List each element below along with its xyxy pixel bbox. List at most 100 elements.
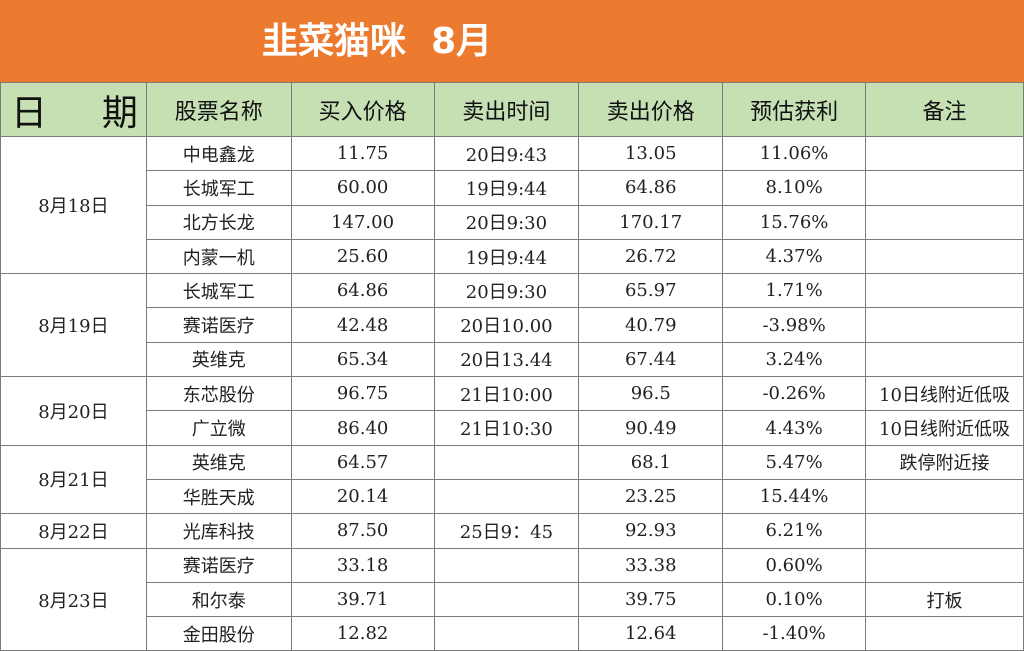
table-row: 8月18日 中电鑫龙 11.75 20日9:43 13.05 11.06%: [0, 135, 1024, 275]
header-buy-price: 买入价格: [290, 82, 435, 137]
profit-cell: 1.71%: [722, 273, 867, 309]
sell-time-cell: 20日9:30: [433, 273, 580, 309]
sell-price-cell: 90.49: [578, 410, 724, 446]
sell-time-cell: 20日10.00: [433, 307, 580, 343]
table-row: 英维克 65.34 20日13.44 67.44 3.24%: [1, 341, 1024, 378]
sell-price-cell: 33.38: [578, 547, 724, 583]
note-cell: [865, 204, 1024, 240]
buy-price-cell: 96.75: [290, 376, 435, 412]
buy-price-cell: 64.86: [290, 273, 435, 309]
sell-time-cell: 20日9:43: [433, 135, 580, 172]
date-cell: 8月21日: [0, 444, 147, 515]
stock-name-cell: 金田股份: [145, 616, 292, 651]
trade-table: 日期 股票名称 买入价格 卖出时间 卖出价格 预估获利 备注 8月18日 中电鑫龙…: [0, 82, 1024, 651]
profit-cell: 8.10%: [722, 170, 867, 206]
sell-time-cell: [433, 616, 580, 651]
note-cell: [865, 616, 1024, 651]
sell-time-cell: [433, 581, 580, 618]
stock-name-cell: 长城军工: [145, 170, 292, 206]
sell-price-cell: 170.17: [578, 204, 724, 240]
sell-price-cell: 40.79: [578, 307, 724, 343]
sell-time-cell: 21日10:00: [433, 376, 580, 412]
table-row: 赛诺医疗 42.48 20日10.00 40.79 -3.98%: [1, 307, 1024, 343]
title-bar: 韭菜猫咪 8月: [0, 0, 1024, 82]
stock-name-cell: 英维克: [145, 341, 292, 378]
sell-time-cell: [433, 547, 580, 583]
sell-price-cell: 68.1: [578, 444, 724, 480]
note-cell: [865, 341, 1024, 378]
buy-price-cell: 42.48: [290, 307, 435, 343]
profit-cell: -1.40%: [722, 616, 867, 651]
header-note: 备注: [865, 82, 1024, 137]
profit-cell: 11.06%: [722, 135, 867, 172]
header-est-profit: 预估获利: [722, 82, 867, 137]
table-row: 和尔泰 39.71 39.75 0.10% 打板: [1, 581, 1024, 618]
profit-cell: 4.43%: [722, 410, 867, 446]
table-row: 长城军工 60.00 19日9:44 64.86 8.10%: [1, 170, 1024, 206]
profit-cell: 0.60%: [722, 547, 867, 583]
buy-price-cell: 25.60: [290, 238, 435, 275]
date-cell: 8月22日: [0, 513, 147, 549]
date-cell: 8月18日: [0, 135, 147, 275]
sell-time-cell: 20日13.44: [433, 341, 580, 378]
buy-price-cell: 12.82: [290, 616, 435, 651]
profit-cell: 15.44%: [722, 478, 867, 515]
table-row: 华胜天成 20.14 23.25 15.44%: [1, 478, 1024, 515]
sell-time-cell: 21日10:30: [433, 410, 580, 446]
note-cell: [865, 513, 1024, 549]
buy-price-cell: 60.00: [290, 170, 435, 206]
sell-time-cell: 19日9:44: [433, 170, 580, 206]
table-row: 内蒙一机 25.60 19日9:44 26.72 4.37%: [1, 238, 1024, 275]
profit-cell: 15.76%: [722, 204, 867, 240]
sell-price-cell: 23.25: [578, 478, 724, 515]
stock-name-cell: 赛诺医疗: [145, 547, 292, 583]
note-cell: [865, 307, 1024, 343]
table-row: 广立微 86.40 21日10:30 90.49 4.43% 10日线附近低吸: [1, 410, 1024, 446]
date-cell: 8月23日: [0, 547, 147, 651]
table-row: 8月23日 赛诺医疗 33.18 33.38 0.60%: [0, 547, 1024, 651]
sell-time-cell: 25日9：45: [433, 513, 580, 549]
sell-price-cell: 39.75: [578, 581, 724, 618]
header-stock-name: 股票名称: [145, 82, 292, 137]
note-cell: 10日线附近低吸: [865, 376, 1024, 412]
buy-price-cell: 33.18: [290, 547, 435, 583]
header-sell-price: 卖出价格: [578, 82, 724, 137]
profit-cell: 6.21%: [722, 513, 867, 549]
profit-cell: 3.24%: [722, 341, 867, 378]
note-cell: [865, 273, 1024, 309]
stock-name-cell: 和尔泰: [145, 581, 292, 618]
note-cell: [865, 135, 1024, 172]
note-cell: 打板: [865, 581, 1024, 618]
header-date: 日期: [0, 82, 147, 137]
profit-cell: -3.98%: [722, 307, 867, 343]
table-row: 金田股份 12.82 12.64 -1.40%: [1, 616, 1024, 651]
sell-price-cell: 26.72: [578, 238, 724, 275]
profit-cell: 5.47%: [722, 444, 867, 480]
table-row: 8月20日 东芯股份 96.75 21日10:00 96.5 -0.26% 10日线附近低吸: [0, 376, 1024, 446]
profit-cell: 0.10%: [722, 581, 867, 618]
sell-price-cell: 12.64: [578, 616, 724, 651]
buy-price-cell: 87.50: [290, 513, 435, 549]
note-cell: [865, 170, 1024, 206]
stock-name-cell: 华胜天成: [145, 478, 292, 515]
table-row: 北方长龙 147.00 20日9:30 170.17 15.76%: [1, 204, 1024, 240]
date-cell: 8月20日: [0, 376, 147, 446]
stock-name-cell: 光库科技: [145, 513, 292, 549]
sell-price-cell: 92.93: [578, 513, 724, 549]
sell-time-cell: 20日9:30: [433, 204, 580, 240]
date-cell: 8月19日: [0, 273, 147, 378]
stock-name-cell: 北方长龙: [145, 204, 292, 240]
profit-cell: 4.37%: [722, 238, 867, 275]
stock-name-cell: 英维克: [145, 444, 292, 480]
sell-price-cell: 67.44: [578, 341, 724, 378]
note-cell: [865, 238, 1024, 275]
sell-price-cell: 13.05: [578, 135, 724, 172]
table-row: 8月22日 光库科技 87.50 25日9：45 92.93 6.21%: [0, 513, 1024, 549]
sell-time-cell: [433, 478, 580, 515]
buy-price-cell: 65.34: [290, 341, 435, 378]
buy-price-cell: 147.00: [290, 204, 435, 240]
header-date-right: 期: [101, 92, 138, 134]
page-title: 韭菜猫咪 8月: [262, 21, 493, 62]
table-row: 8月21日 英维克 64.57 68.1 5.47% 跌停附近接: [0, 444, 1024, 515]
profit-cell: -0.26%: [722, 376, 867, 412]
